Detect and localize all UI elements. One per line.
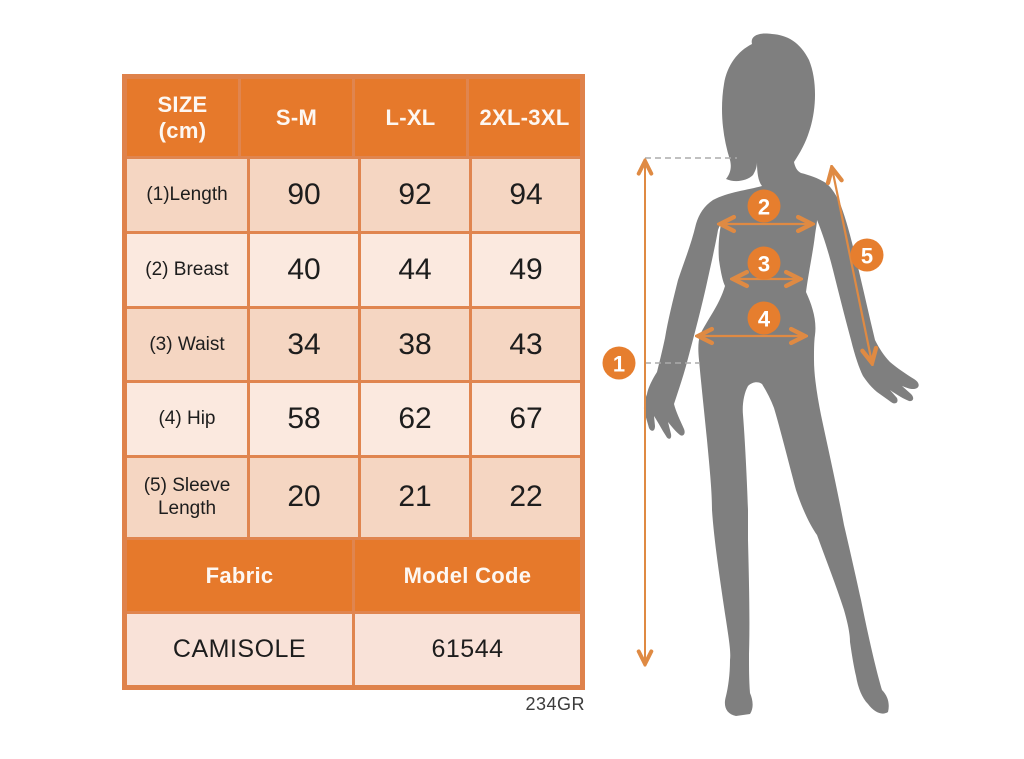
length-l-xl: 92 xyxy=(361,159,469,232)
waist-s-m: 34 xyxy=(250,308,358,381)
table-row-breast: (2) Breast 40 44 49 xyxy=(127,234,580,306)
footer-model-code-header: Model Code xyxy=(355,539,580,612)
waist-2xl-3xl: 43 xyxy=(472,308,580,381)
marker-3-label: 3 xyxy=(758,252,770,277)
marker-4: 4 xyxy=(747,301,781,335)
sleeve-2xl-3xl: 22 xyxy=(472,458,580,537)
row-label-waist: (3) Waist xyxy=(127,308,247,381)
sleeve-s-m: 20 xyxy=(250,458,358,537)
header-col-l-xl: L-XL xyxy=(355,79,466,157)
hip-2xl-3xl: 67 xyxy=(472,383,580,456)
table-row-hip: (4) Hip 58 62 67 xyxy=(127,383,580,456)
footer-fabric-header: Fabric xyxy=(127,539,352,612)
table-footer-value-row: CAMISOLE 61544 xyxy=(127,614,580,685)
length-s-m: 90 xyxy=(250,159,358,232)
row-label-breast: (2) Breast xyxy=(127,234,247,306)
hip-s-m: 58 xyxy=(250,383,358,456)
header-col-2xl-3xl: 2XL-3XL xyxy=(469,79,580,157)
row-label-hip: (4) Hip xyxy=(127,383,247,456)
marker-1: 1 xyxy=(602,346,636,380)
hip-l-xl: 62 xyxy=(361,383,469,456)
woman-silhouette xyxy=(643,33,919,716)
table-row-length: (1)Length 90 92 94 xyxy=(127,159,580,232)
marker-2-label: 2 xyxy=(758,195,770,220)
marker-3: 3 xyxy=(747,246,781,280)
header-size-line2: (cm) xyxy=(158,117,207,143)
fabric-value: CAMISOLE xyxy=(127,614,352,685)
marker-2: 2 xyxy=(747,189,781,223)
sleeve-l-xl: 21 xyxy=(361,458,469,537)
marker-5: 5 xyxy=(850,238,884,272)
sleeve-arrow xyxy=(832,168,872,363)
measurement-figure: 1 2 3 4 5 xyxy=(600,20,940,730)
measurement-figure-svg: 1 2 3 4 5 xyxy=(602,33,919,716)
size-chart-table: SIZE (cm) S-M L-XL 2XL-3XL (1)Length 90 … xyxy=(122,74,585,690)
table-footer-header-row: Fabric Model Code xyxy=(127,539,580,612)
breast-l-xl: 44 xyxy=(361,234,469,306)
header-col-s-m: S-M xyxy=(241,79,352,157)
table-header-row: SIZE (cm) S-M L-XL 2XL-3XL xyxy=(127,79,580,157)
row-label-sleeve: (5) Sleeve Length xyxy=(127,458,247,537)
breast-2xl-3xl: 49 xyxy=(472,234,580,306)
breast-s-m: 40 xyxy=(250,234,358,306)
header-size-unit: SIZE (cm) xyxy=(127,79,238,157)
table-row-waist: (3) Waist 34 38 43 xyxy=(127,308,580,381)
table-row-sleeve: (5) Sleeve Length 20 21 22 xyxy=(127,458,580,537)
header-size-line1: SIZE xyxy=(157,92,208,118)
waist-l-xl: 38 xyxy=(361,308,469,381)
row-label-length: (1)Length xyxy=(127,159,247,232)
length-2xl-3xl: 94 xyxy=(472,159,580,232)
marker-4-label: 4 xyxy=(758,307,771,332)
weight-note: 234GR xyxy=(525,694,585,714)
marker-1-label: 1 xyxy=(613,352,625,377)
marker-5-label: 5 xyxy=(861,244,873,269)
model-code-value: 61544 xyxy=(355,614,580,685)
